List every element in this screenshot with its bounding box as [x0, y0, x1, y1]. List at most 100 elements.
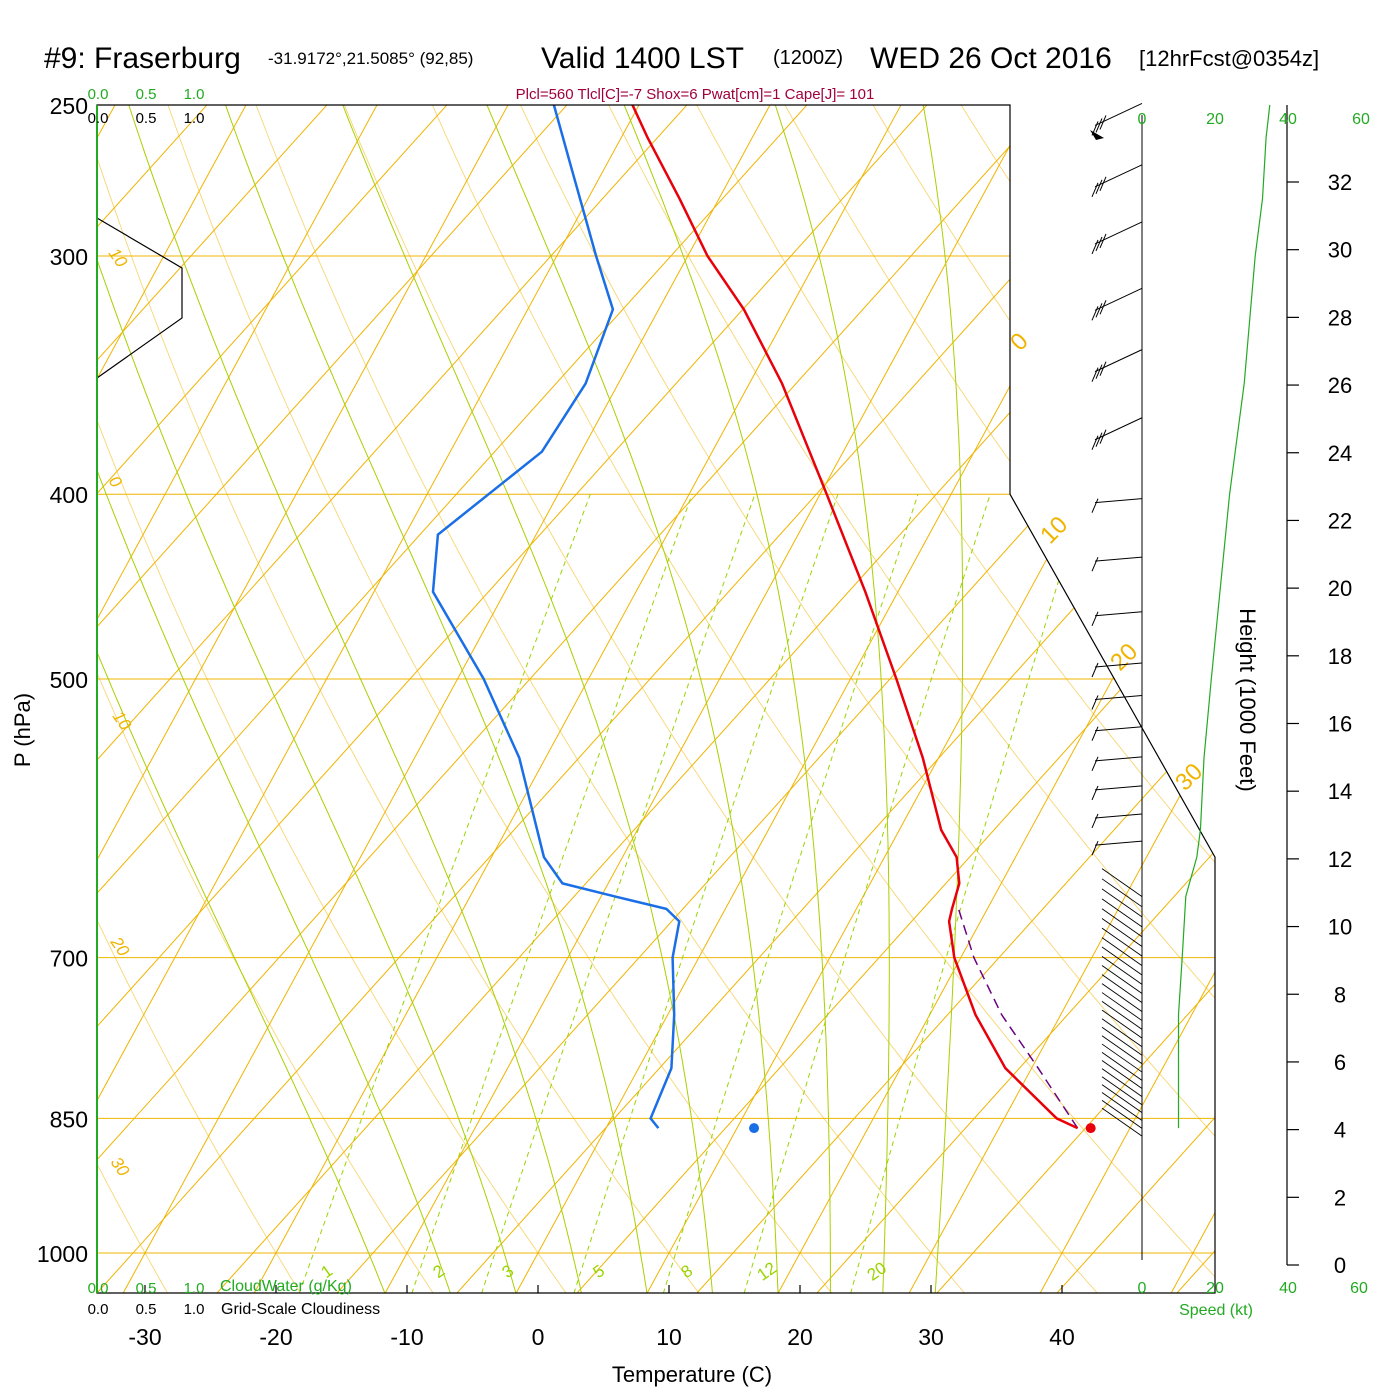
wind-barb-shaft [1094, 556, 1143, 562]
x-tick-label: -20 [259, 1324, 292, 1350]
utc-time: (1200Z) [773, 47, 843, 69]
wind-barb-feather [1099, 115, 1107, 130]
wind-barb [1101, 1084, 1143, 1114]
wind-barb-shaft [1101, 918, 1143, 947]
height-tick-label: 22 [1328, 508, 1352, 533]
pressure-label: 500 [50, 667, 88, 693]
wind-barb [1101, 908, 1143, 938]
dry-adiabat-orange [97, 105, 1215, 1293]
speed-scale-top: 0 [1138, 111, 1147, 128]
wind-barb-feather [1099, 300, 1107, 315]
wind-barb [1091, 611, 1143, 626]
speed-scale-top: 20 [1206, 111, 1224, 128]
wind-speed-profile [1177, 104, 1271, 1129]
wind-barb-shaft [1101, 1051, 1143, 1081]
wind-barb-shaft [1101, 1076, 1143, 1106]
isotherm-line [756, 105, 1215, 1293]
x-tick-label: 40 [1049, 1324, 1075, 1350]
wind-barb [1101, 1043, 1143, 1073]
dry-adiabat-orange [1176, 105, 1215, 1293]
wind-barb [1101, 1026, 1143, 1056]
height-axis-label: Height (1000 Feet) [1235, 608, 1260, 791]
wind-barb [1091, 417, 1143, 450]
wind-barb-feather [1095, 179, 1103, 195]
wind-barb-feather [1091, 239, 1099, 255]
wind-barb-shaft [1101, 992, 1143, 1021]
wind-barb-shaft [1101, 1060, 1143, 1089]
wind-barb-feather [1095, 364, 1103, 379]
moist-adiabat [916, 105, 964, 1293]
wind-barb-feather [1091, 306, 1099, 321]
wind-barb-shaft [1101, 898, 1143, 928]
height-tick-label: 28 [1328, 305, 1352, 330]
wind-barb-shaft [1101, 1043, 1143, 1073]
wind-barb-feather [1091, 556, 1099, 572]
wind-barb-shaft [1101, 888, 1143, 918]
x-tick-label: -30 [128, 1324, 161, 1350]
sounding-curves [431, 105, 1096, 1134]
speed-title: Speed (kt) [1179, 1302, 1253, 1319]
mixing-ratio-label: 20 [864, 1258, 890, 1284]
x-tick-label: 0 [532, 1324, 545, 1350]
wind-barb-feather [1095, 432, 1103, 447]
wind-barb-shaft [1094, 726, 1143, 732]
height-tick-label: 32 [1328, 170, 1352, 195]
moist-adiabat [609, 105, 831, 1293]
wind-barb [1101, 868, 1143, 897]
wind-barb [1091, 785, 1143, 801]
wind-barb-feather [1095, 303, 1103, 318]
wind-barb-shaft [1101, 1035, 1143, 1065]
wind-barb-shaft [1101, 1000, 1143, 1030]
dry-adiabat [678, 105, 1215, 1293]
isotherm-label: 0 [105, 472, 126, 491]
moist-adiabat [763, 105, 890, 1293]
mixing-ratio-line [850, 494, 1086, 1293]
height-tick-label: 6 [1334, 1050, 1346, 1075]
wind-barb-shaft [1094, 611, 1143, 617]
dry-adiabat-orange [696, 105, 1215, 1293]
moist-adiabat [97, 105, 517, 1293]
pressure-label: 300 [50, 244, 88, 270]
isotherm-line [1149, 105, 1215, 1293]
wind-barb-shaft [1094, 498, 1143, 504]
isotherm-line [97, 105, 658, 1293]
valid-date: WED 26 Oct 2016 [870, 42, 1112, 75]
forecast-tag: [12hrFcst@0354z] [1139, 46, 1319, 71]
isotherm-label: 10 [105, 244, 132, 271]
dewpoint-trace [431, 105, 681, 1129]
isotherm-line [97, 105, 527, 1293]
mixing-ratio-line [298, 494, 591, 1293]
mixing-ratio-line [411, 494, 693, 1293]
wind-barb [1101, 937, 1143, 967]
wind-barb-feather [1091, 367, 1099, 382]
wind-barb-feather [1091, 435, 1099, 450]
isotherm-line [232, 105, 920, 1293]
plot-border [96, 104, 1216, 1294]
speed-scale-top: 40 [1279, 111, 1297, 128]
height-tick-label: 26 [1328, 373, 1352, 398]
height-tick-label: 30 [1328, 238, 1352, 263]
wind-barb-shaft [1094, 840, 1143, 846]
dry-adiabat-orange [97, 105, 148, 1293]
wind-barb-feather [1099, 429, 1107, 444]
height-tick-label: 10 [1328, 915, 1352, 940]
height-tick-label: 24 [1328, 441, 1352, 466]
y-axis-label: P (hPa) [10, 693, 35, 767]
dry-adiabat-orange [97, 105, 1108, 1293]
wind-barb-shaft [1101, 1068, 1143, 1098]
mixing-ratio-label: 12 [754, 1258, 780, 1284]
wind-barb [1091, 813, 1143, 829]
height-tick-label: 20 [1328, 576, 1352, 601]
surface-dewpoint-dot [749, 1123, 760, 1134]
wind-barb-shaft [1101, 1018, 1143, 1048]
isotherm-label: 20 [1105, 638, 1143, 676]
dry-adiabat [97, 105, 700, 1293]
height-tick-label: 8 [1334, 982, 1346, 1007]
isotherm-label: 10 [1035, 511, 1073, 549]
dry-adiabat [97, 105, 169, 1293]
moist-adiabat [329, 105, 713, 1293]
x-tick-label: 20 [787, 1324, 813, 1350]
wind-barb-feather [1091, 840, 1099, 856]
wind-barb-shaft [1101, 1092, 1143, 1121]
